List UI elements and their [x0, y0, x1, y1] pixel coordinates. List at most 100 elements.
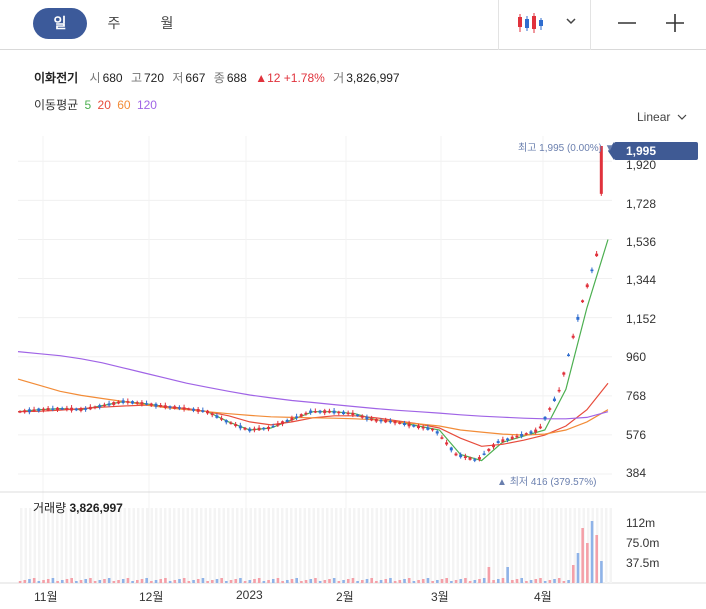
volume-bar [534, 579, 538, 583]
volume-value: 3,826,997 [346, 71, 400, 85]
volume-bar [121, 579, 125, 583]
ma-60-line [17, 378, 609, 436]
tab-monthly[interactable]: 월 [160, 15, 174, 31]
candle-body [515, 435, 519, 438]
current-price-tag: 1,995 [608, 142, 698, 160]
stock-name: 이화전기 [34, 71, 79, 85]
volume-grid-bar [456, 508, 459, 583]
volume-grid-bar [330, 508, 333, 583]
x-tick-label: 2023 [236, 588, 263, 602]
candle-body [135, 402, 139, 404]
volume-bar [496, 579, 500, 583]
tab-weekly[interactable]: 주 [107, 15, 121, 31]
volume-grid-bar [123, 508, 126, 583]
candle-body [360, 415, 364, 418]
volume-bar [332, 578, 336, 583]
volume-grid-bar [492, 508, 495, 583]
volume-grid-bar [132, 508, 135, 583]
candle-body [318, 410, 322, 413]
volume-bar [571, 565, 575, 583]
chart-type-button[interactable] [516, 12, 546, 34]
volume-bar [196, 579, 200, 583]
candle-body [168, 406, 172, 408]
candle-body [116, 401, 120, 404]
candle-body [154, 403, 158, 407]
zoom-out-button[interactable] [616, 12, 638, 34]
volume-bar [478, 579, 481, 583]
candle-body [79, 408, 83, 411]
volume-bar [323, 580, 327, 583]
volume-grid-bar [105, 508, 108, 583]
moving-average-legend[interactable]: 이동평균 5 20 60 120 [34, 96, 160, 113]
volume-bar [18, 581, 22, 583]
volume-grid-bar [470, 508, 473, 583]
volume-bar [267, 580, 270, 583]
volume-bar [506, 567, 509, 583]
volume-grid-bar [371, 508, 374, 583]
candle-body [41, 408, 45, 411]
y-tick-label: 1,920 [626, 158, 657, 172]
volume-bar [126, 578, 130, 583]
candle-body [201, 410, 205, 413]
volume-tick-label: 112m [626, 516, 656, 530]
volume-bar [431, 581, 434, 583]
candle-body [412, 424, 416, 427]
volume-grid-bar [96, 508, 99, 583]
candle-body [445, 442, 449, 445]
y-tick-label: 1,728 [626, 197, 657, 211]
candle-body [173, 406, 177, 409]
candle-body [224, 420, 228, 423]
scale-selector[interactable]: Linear [637, 110, 687, 124]
volume-grid-bar [393, 508, 396, 583]
candle-body [552, 398, 556, 402]
chart-type-dropdown[interactable] [564, 14, 578, 28]
volume-tick-label: 37.5m [626, 556, 660, 570]
candle-body [510, 436, 514, 440]
volume-grid-bar [42, 508, 45, 583]
candle-body [163, 405, 167, 408]
volume-bar [576, 553, 580, 583]
candle-body [543, 416, 547, 420]
volume-grid-bar [425, 508, 428, 583]
candle-body [341, 411, 345, 415]
candle-body [51, 408, 55, 410]
candle-body [459, 454, 463, 458]
volume-bar [403, 579, 406, 583]
volume-grid-bar [524, 508, 527, 583]
volume-grid-bar [317, 508, 320, 583]
volume-bar [436, 580, 439, 583]
volume-bar [93, 581, 97, 583]
volume-grid-bar [110, 508, 113, 583]
candle-body [290, 417, 294, 421]
volume-bar [342, 580, 345, 583]
candle-body [398, 422, 402, 424]
volume-grid-bar [33, 508, 36, 583]
volume-grid-bar [357, 508, 360, 583]
candle-body [18, 411, 22, 413]
tab-daily[interactable]: 일 [33, 8, 87, 39]
volume-bar [173, 580, 177, 583]
zoom-in-button[interactable] [664, 12, 686, 34]
chart-toolbar: 일 주 월 [0, 0, 706, 50]
candle-body [276, 423, 280, 426]
volume-bar [182, 578, 186, 583]
candle-body [327, 410, 331, 413]
volume-grid-bar [38, 508, 41, 583]
volume-bar [290, 579, 294, 583]
candle-body [520, 434, 524, 437]
volume-bar [492, 580, 495, 583]
candle-body [402, 422, 406, 425]
volume-bar [421, 579, 425, 583]
volume-bar [562, 581, 566, 583]
price-change: ▲12 [255, 71, 281, 85]
candle-body [313, 411, 317, 413]
candle-body [234, 424, 238, 427]
volume-bar [501, 578, 505, 583]
volume-bar [150, 581, 153, 583]
candle-body [102, 404, 106, 407]
candle-body [346, 412, 350, 415]
x-tick-label: 11월 [34, 590, 58, 604]
candle-body [46, 408, 50, 411]
volume-grid-bar [447, 508, 450, 583]
